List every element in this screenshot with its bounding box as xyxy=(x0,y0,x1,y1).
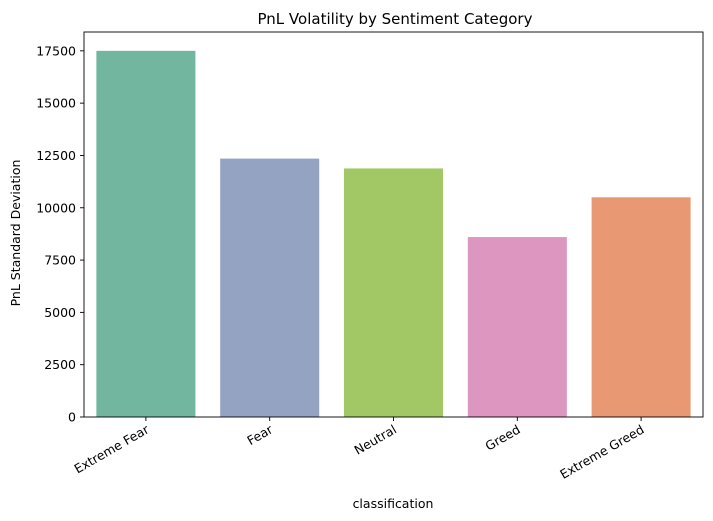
x-tick-label: Extreme Greed xyxy=(557,422,646,482)
bar-fear xyxy=(220,158,320,418)
y-tick-label: 5000 xyxy=(44,305,76,320)
x-axis-title: classification xyxy=(353,496,434,511)
bar-greed xyxy=(467,237,567,417)
x-tick-label: Fear xyxy=(244,421,276,448)
bar-extreme-greed xyxy=(591,197,691,417)
y-tick-label: 2500 xyxy=(44,357,76,372)
y-tick-label: 7500 xyxy=(44,253,76,268)
y-tick-label: 12500 xyxy=(36,148,76,163)
y-axis: 0 2500 5000 7500 10000 12500 15000 17500 xyxy=(36,43,84,425)
y-tick-label: 10000 xyxy=(36,200,76,215)
chart-title: PnL Volatility by Sentiment Category xyxy=(258,10,533,28)
x-axis: Extreme Fear Fear Neutral Greed Extreme Gree… xyxy=(72,417,647,482)
x-tick-label: Greed xyxy=(482,422,522,454)
y-tick-label: 17500 xyxy=(36,43,76,58)
bar-neutral xyxy=(343,168,444,417)
y-axis-title: PnL Standard Deviation xyxy=(8,160,23,307)
plot-frame xyxy=(83,31,704,418)
x-tick-label: Neutral xyxy=(352,422,399,458)
y-tick-label: 15000 xyxy=(36,96,76,111)
bars-group xyxy=(96,50,691,418)
x-tick-label: Extreme Fear xyxy=(72,421,153,476)
bar-extreme-fear xyxy=(96,50,196,418)
y-tick-label: 0 xyxy=(68,410,76,425)
